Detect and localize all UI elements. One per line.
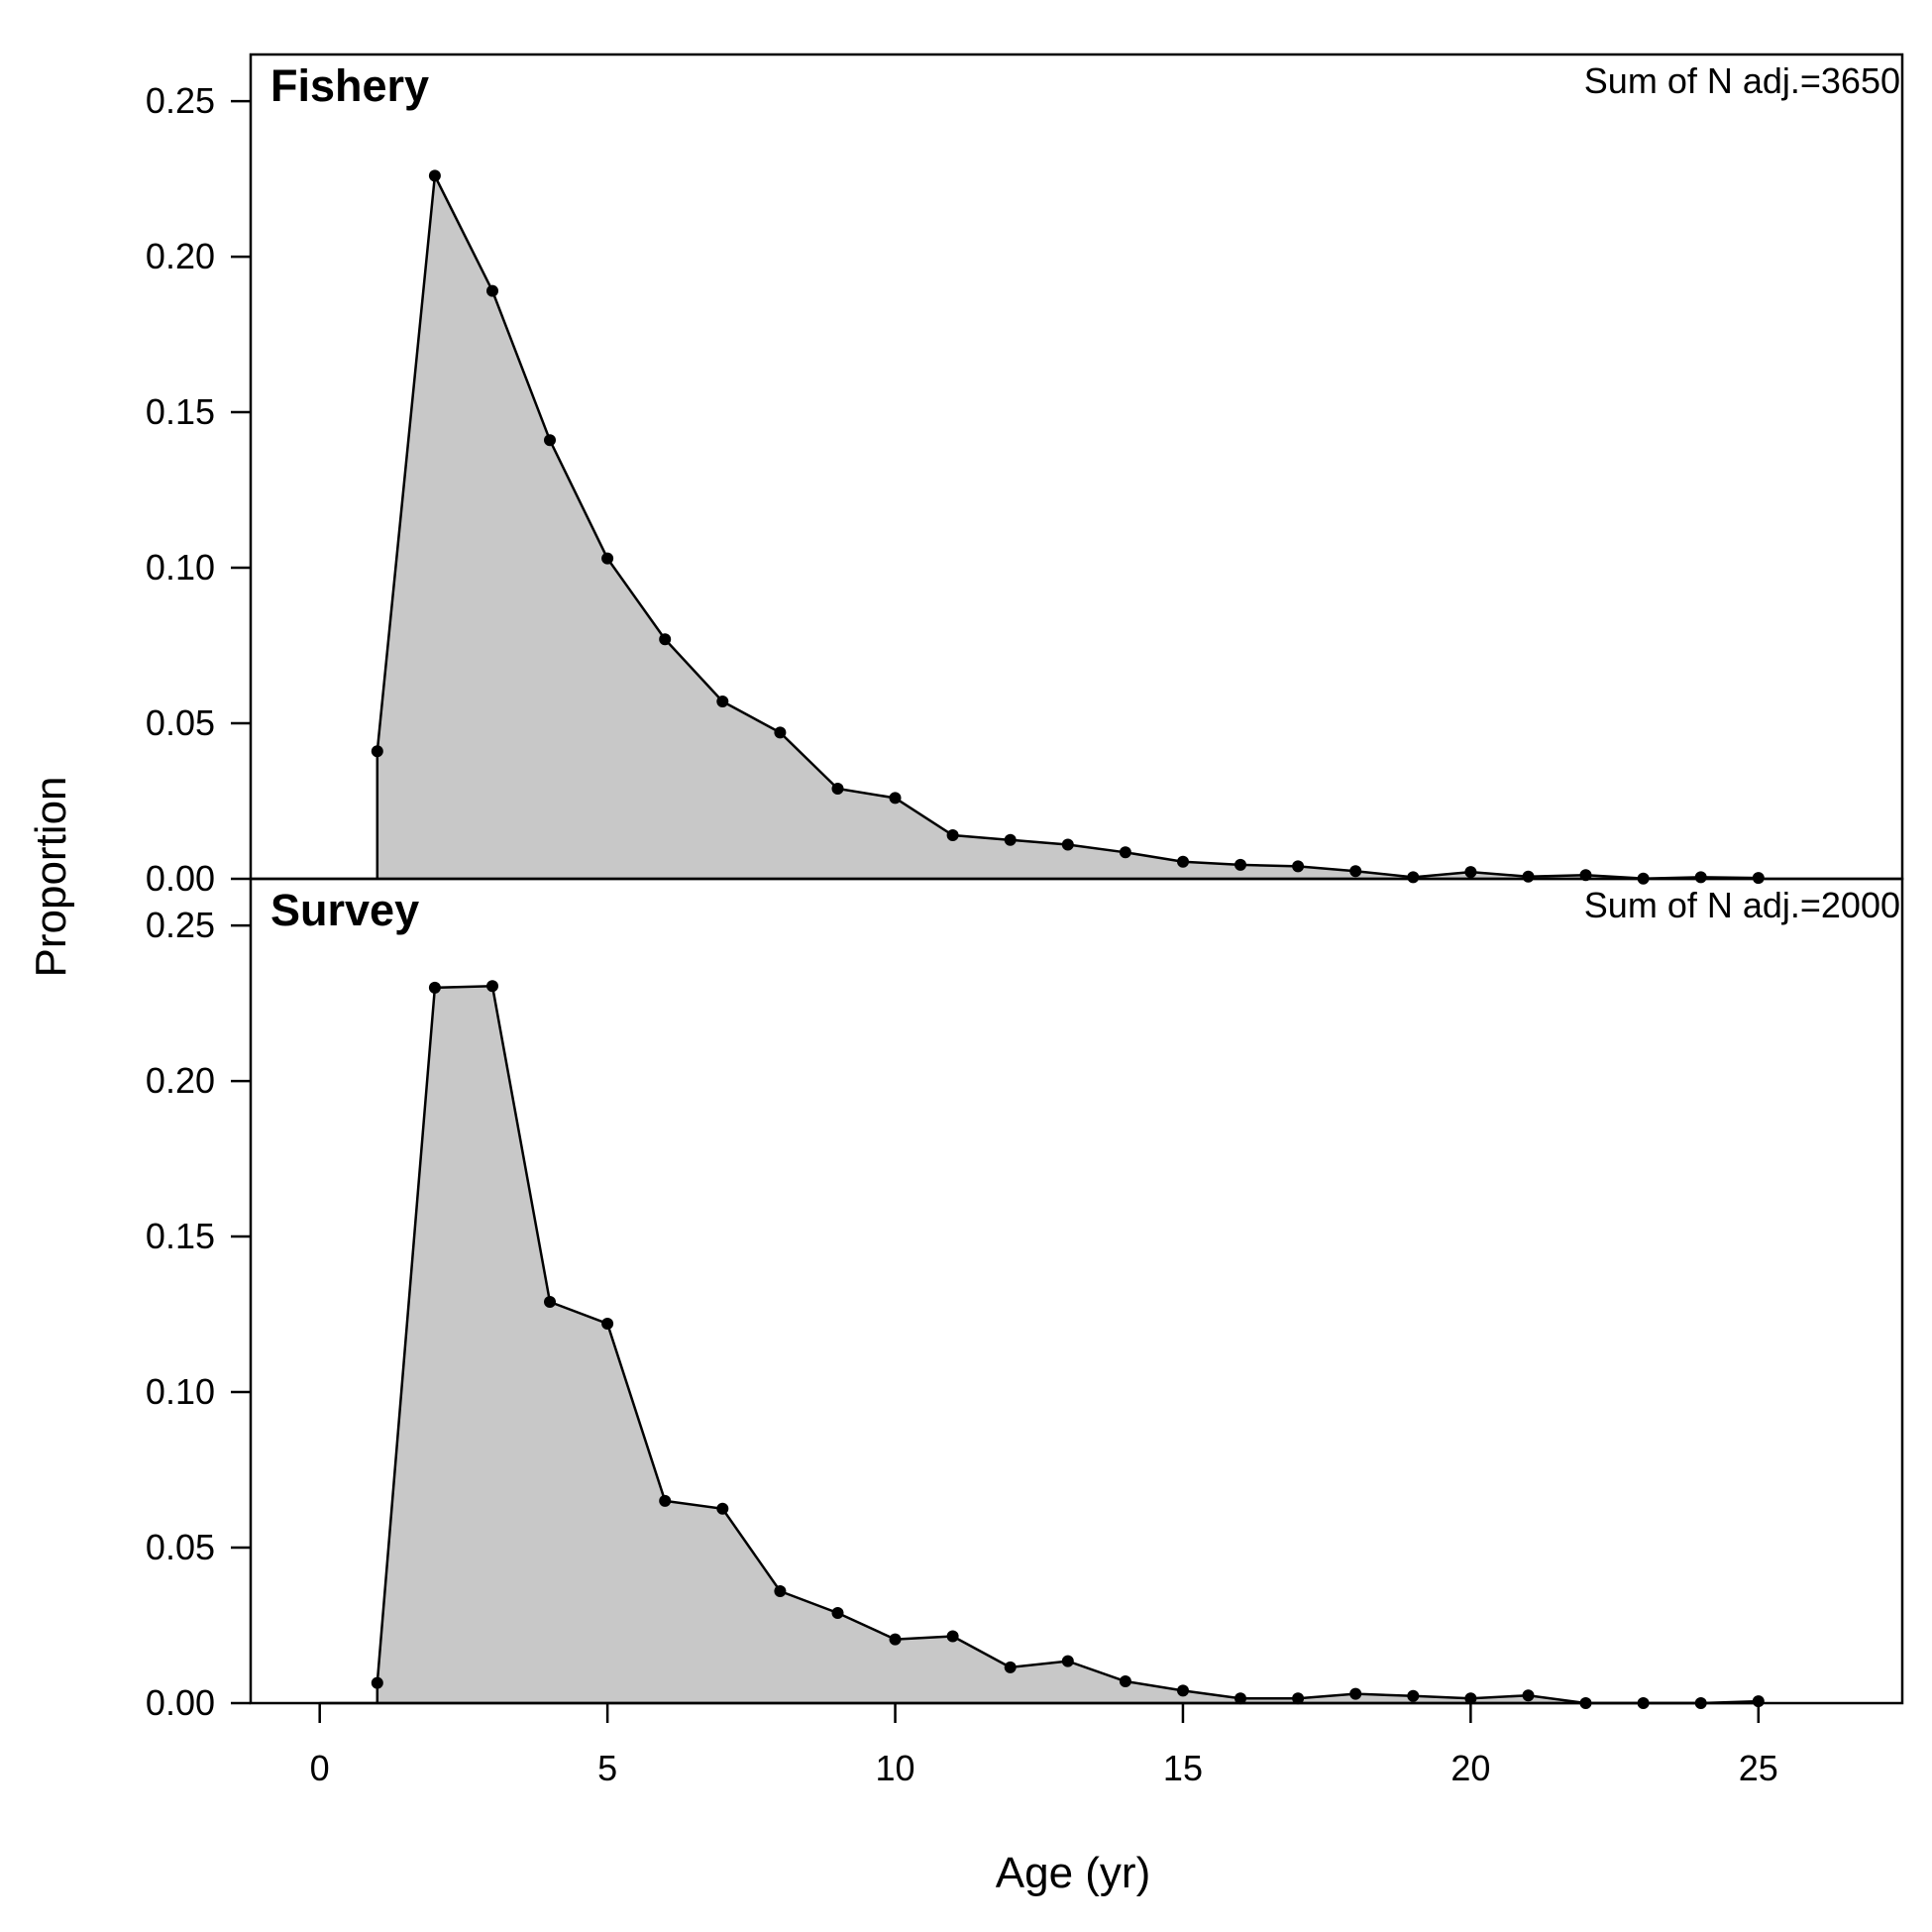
panel-1: 0.00 0.05 0.10 0.15 0.20 0.25 Survey Sum of N a… [146, 877, 1904, 1723]
data-point [1464, 1692, 1477, 1705]
panel-annotation: Sum of N adj.=3650 [1584, 60, 1900, 101]
data-point [946, 829, 959, 841]
series-line [376, 985, 1759, 1705]
data-point [371, 1676, 383, 1689]
data-point [1522, 870, 1535, 883]
area-fill [376, 986, 1759, 1703]
data-point [486, 980, 498, 993]
data-point [831, 1607, 844, 1619]
data-point [1119, 1675, 1131, 1687]
data-point [1349, 865, 1362, 878]
y-tick-label: 0.25 [146, 905, 215, 945]
data-point [428, 981, 441, 994]
panel-0: 0.00 0.05 0.10 0.15 0.20 0.25 Fishery Sum of N … [146, 53, 1904, 899]
data-point [601, 552, 614, 565]
data-point [371, 745, 383, 758]
panel-title: Survey [270, 885, 419, 935]
data-point [1177, 855, 1189, 868]
x-tick-label: 25 [1739, 1748, 1778, 1788]
data-point [601, 1318, 614, 1330]
data-point [1061, 838, 1074, 851]
data-point [1119, 846, 1131, 859]
data-point [659, 1494, 672, 1507]
data-point [659, 633, 672, 646]
x-tick-label: 20 [1450, 1748, 1490, 1788]
series-line [376, 170, 1759, 880]
data-point [1292, 860, 1305, 873]
data-point [716, 696, 729, 707]
y-tick-label: 0.20 [146, 236, 215, 276]
data-point [1407, 1689, 1420, 1702]
data-point [1234, 1692, 1246, 1705]
data-point [428, 169, 441, 182]
data-point [889, 792, 902, 805]
panel-annotation: Sum of N adj.=2000 [1584, 885, 1900, 925]
data-point [1464, 866, 1477, 879]
y-tick-label: 0.10 [146, 1371, 215, 1412]
x-axis: 0 5 10 15 20 25 [310, 1701, 1778, 1788]
data-point [774, 1585, 787, 1597]
y-tick-label: 0.20 [146, 1060, 215, 1101]
data-point [1349, 1687, 1362, 1700]
data-point [774, 726, 787, 739]
data-point [1234, 858, 1246, 871]
data-point [544, 434, 556, 447]
x-tick-label: 0 [310, 1748, 330, 1788]
x-tick-label: 10 [876, 1748, 915, 1788]
data-point [946, 1630, 959, 1643]
y-axis-title: Proportion [27, 776, 75, 977]
x-tick-label: 15 [1163, 1748, 1203, 1788]
panel-title: Fishery [270, 60, 429, 111]
y-tick-label: 0.15 [146, 1216, 215, 1256]
data-point [1004, 1661, 1017, 1673]
y-tick-label: 0.05 [146, 702, 215, 743]
y-tick-label: 0.00 [146, 858, 215, 899]
y-tick-label: 0.25 [146, 80, 215, 121]
x-axis-title: Age (yr) [996, 1849, 1150, 1897]
data-point [486, 284, 498, 297]
chart-panels: 0.00 0.05 0.10 0.15 0.20 0.25 Fishery Sum of N … [146, 53, 1904, 1723]
x-tick-label: 5 [597, 1748, 617, 1788]
area-fill [376, 175, 1759, 879]
data-point [1177, 1684, 1189, 1697]
data-point [1061, 1655, 1074, 1667]
data-point [831, 783, 844, 795]
y-tick-label: 0.10 [146, 547, 215, 588]
data-point [544, 1296, 556, 1308]
data-point [1694, 871, 1707, 884]
data-point [1522, 1689, 1535, 1702]
y-tick-label: 0.15 [146, 391, 215, 432]
data-point [1407, 871, 1420, 884]
data-point [889, 1633, 902, 1646]
data-point [1292, 1692, 1305, 1705]
y-tick-label: 0.05 [146, 1527, 215, 1567]
y-tick-label: 0.00 [146, 1682, 215, 1723]
data-point [716, 1502, 729, 1515]
data-point [1004, 833, 1017, 846]
